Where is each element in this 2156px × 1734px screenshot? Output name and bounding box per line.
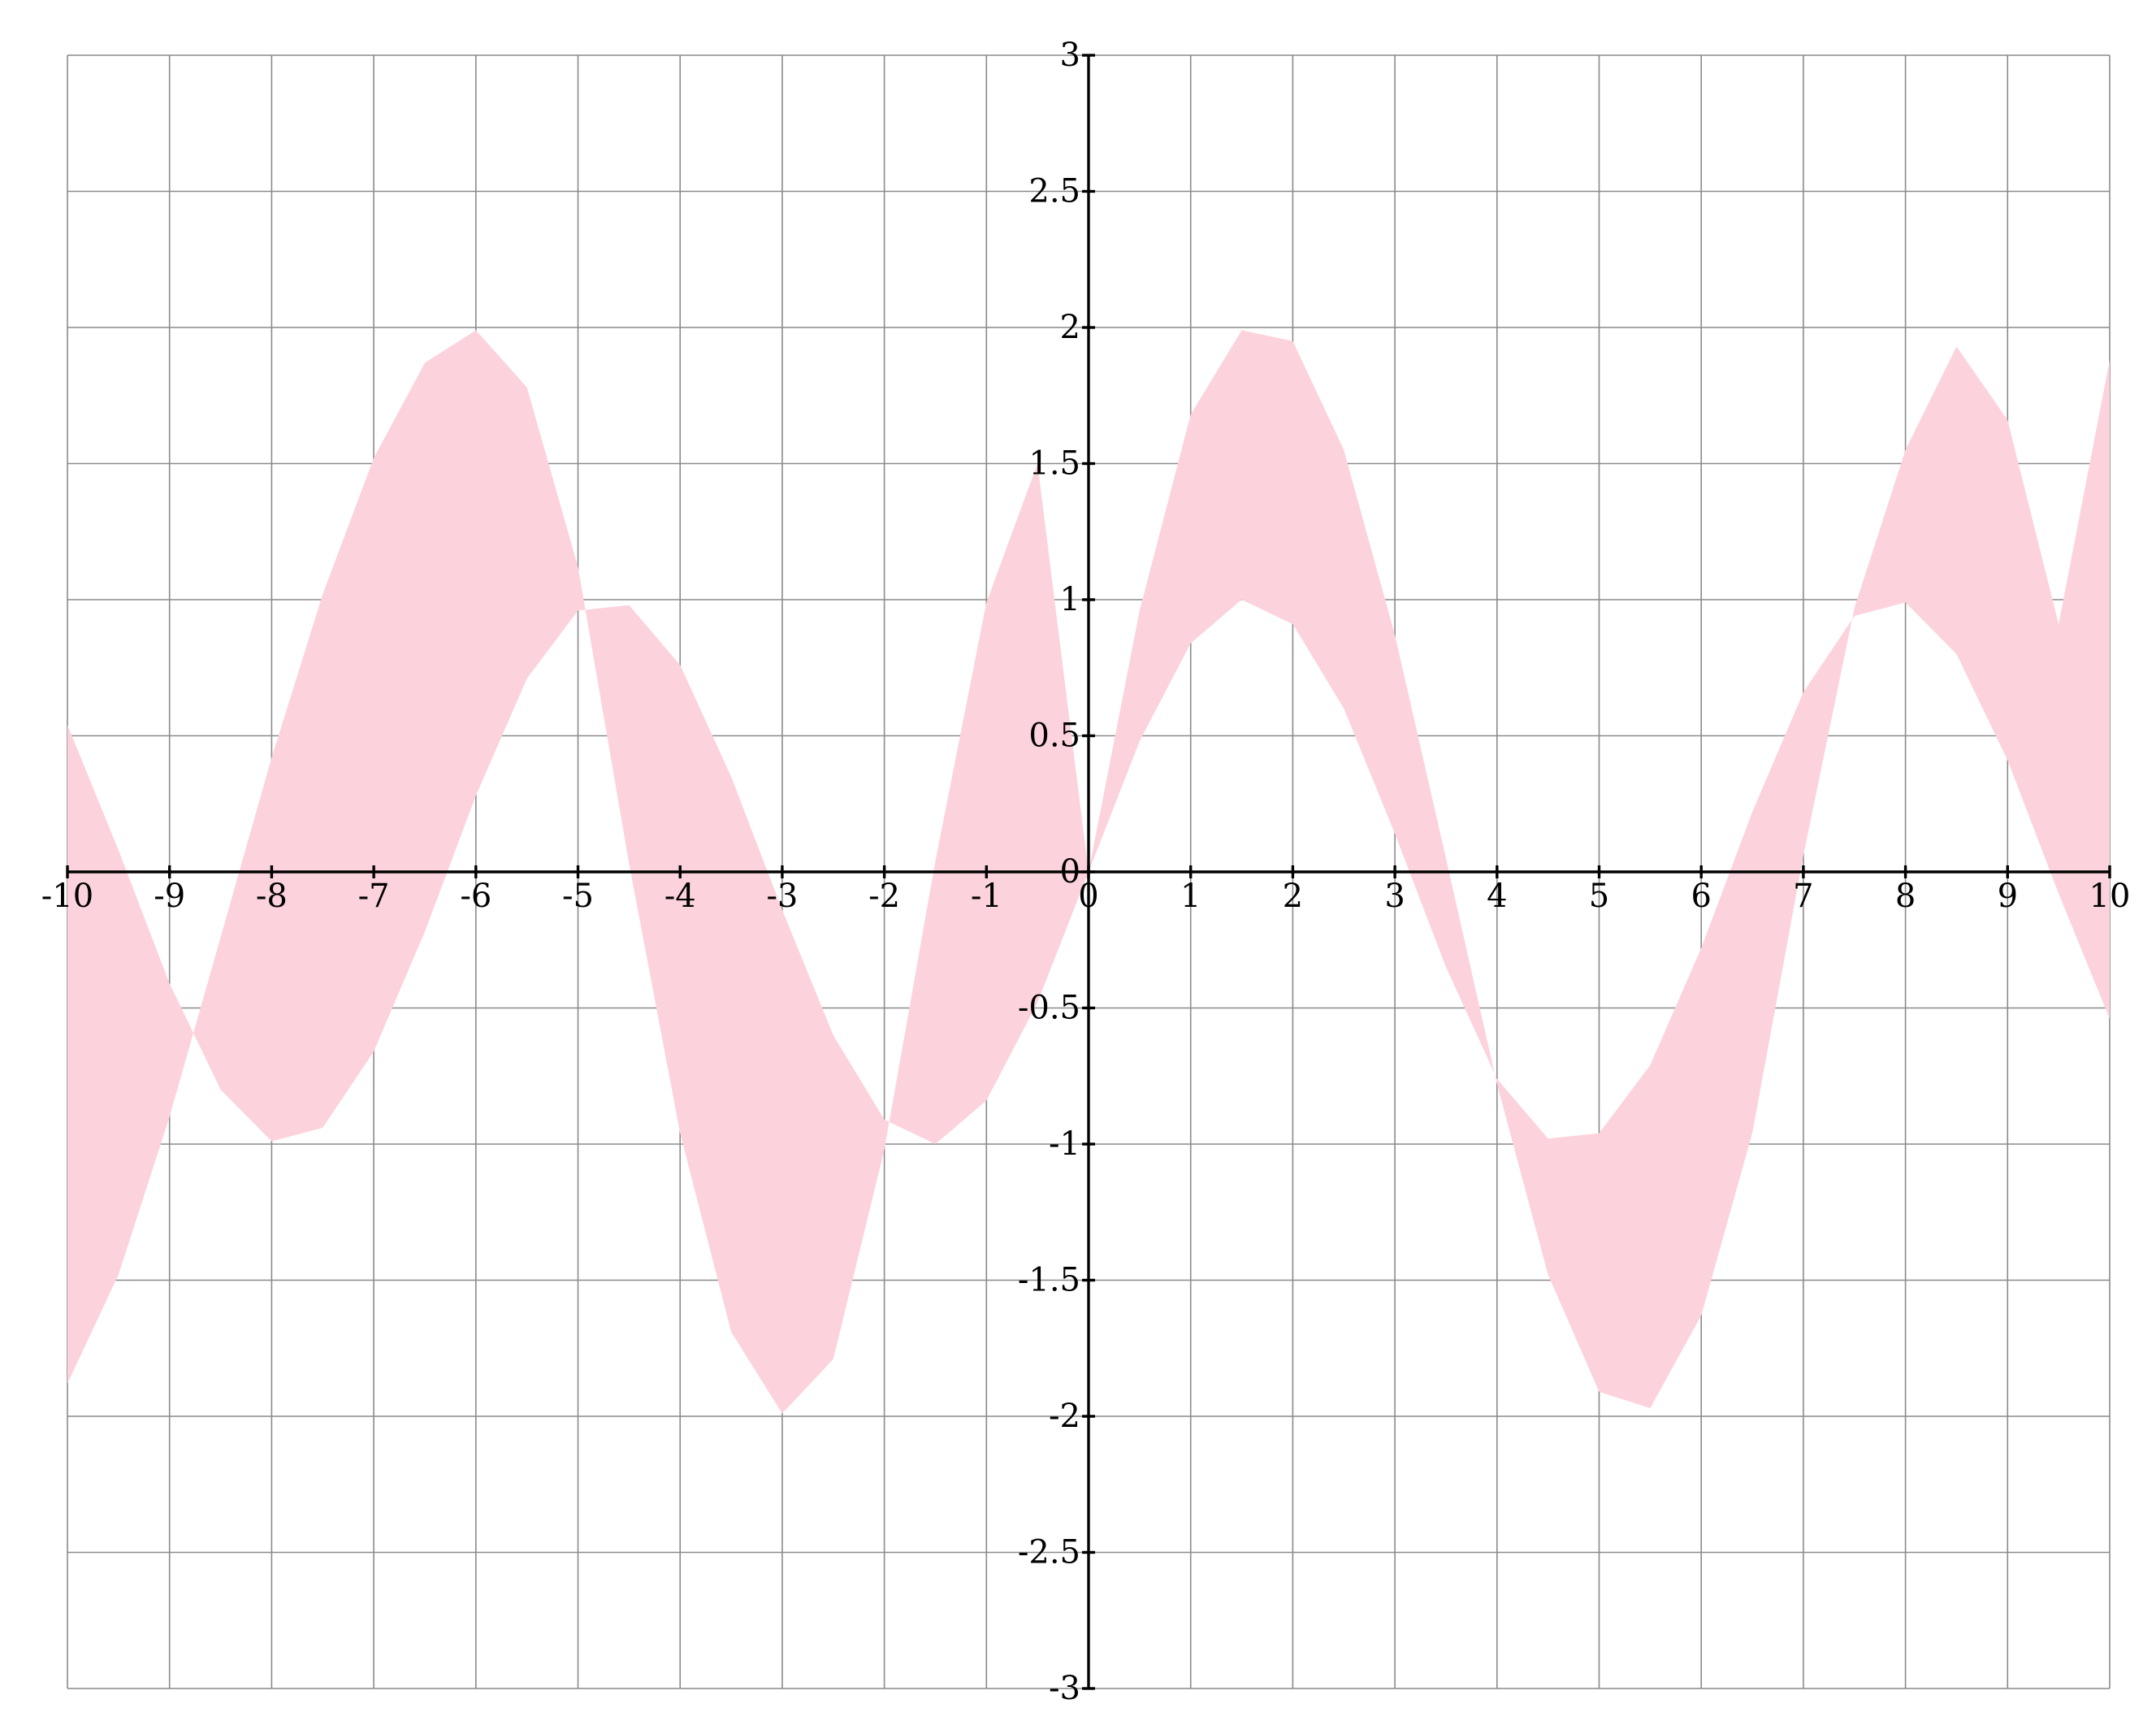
y-tick-label: 0.5: [1028, 717, 1080, 755]
x-tick-label: 9: [1998, 878, 2018, 915]
y-tick-label: -1: [1049, 1125, 1080, 1163]
x-tick-label: -2: [868, 878, 900, 915]
x-tick-label: -6: [460, 878, 491, 915]
tick-labels: -10 -9 -8 -7 -6 -5 -4 -3 -2 -1 0 1 2 3 4 5 6 7 8 9 10-3-2.5-…: [41, 37, 2131, 1707]
x-tick-label: -5: [562, 878, 594, 915]
y-tick-label: -0.5: [1018, 990, 1080, 1027]
y-tick-label: 0: [1060, 853, 1080, 891]
y-tick-label: 2: [1060, 309, 1080, 346]
y-tick-label: -3: [1049, 1670, 1080, 1707]
x-tick-label: 2: [1283, 878, 1303, 915]
x-tick-label: 4: [1487, 878, 1507, 915]
x-tick-label: -10: [41, 878, 93, 915]
y-tick-label: 3: [1060, 37, 1080, 74]
x-tick-label: 10: [2089, 878, 2131, 915]
x-tick-label: 7: [1793, 878, 1813, 915]
x-tick-label: 1: [1180, 878, 1201, 915]
x-tick-label: -7: [358, 878, 390, 915]
y-tick-label: -2: [1049, 1398, 1080, 1435]
x-tick-label: 6: [1691, 878, 1711, 915]
x-tick-label: 5: [1589, 878, 1609, 915]
x-tick-label: 3: [1384, 878, 1405, 915]
x-tick-label: -4: [665, 878, 696, 915]
x-tick-label: -1: [971, 878, 1002, 915]
x-tick-label: -8: [256, 878, 288, 915]
y-tick-label: 2.5: [1028, 173, 1080, 210]
x-tick-label: 8: [1895, 878, 1916, 915]
x-tick-label: 0: [1078, 878, 1098, 915]
x-tick-label: -3: [766, 878, 798, 915]
y-tick-label: 1: [1060, 581, 1080, 618]
axes: [66, 54, 2111, 1690]
y-tick-label: 1.5: [1028, 445, 1080, 483]
y-tick-label: -2.5: [1018, 1534, 1080, 1571]
y-tick-label: -1.5: [1018, 1262, 1080, 1299]
x-tick-label: -9: [154, 878, 185, 915]
